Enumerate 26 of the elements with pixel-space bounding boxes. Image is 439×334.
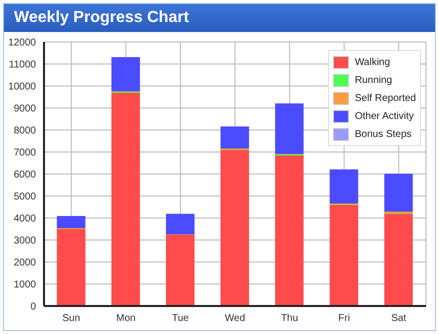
y-tick-label: 3000	[14, 236, 36, 247]
y-tick-label: 12000	[8, 38, 36, 49]
legend-label: Other Activity	[354, 110, 414, 122]
x-tick-label: Sat	[391, 313, 406, 324]
chart-title: Weekly Progress Chart	[4, 4, 435, 32]
y-tick-label: 4000	[14, 214, 36, 225]
y-tick-label: 0	[30, 302, 36, 313]
x-tick-label: Tue	[172, 313, 190, 324]
x-tick-label: Thu	[280, 313, 298, 324]
y-tick-label: 11000	[8, 60, 36, 71]
x-tick-label: Wed	[224, 313, 246, 324]
legend-label: Walking	[354, 56, 390, 68]
x-tick-label: Sun	[62, 313, 80, 324]
y-tick-label: 5000	[14, 192, 36, 203]
y-tick-label: 6000	[14, 170, 36, 181]
x-tick-label: Fri	[338, 313, 350, 324]
y-tick-label: 8000	[14, 126, 36, 137]
y-tick-label: 7000	[14, 148, 36, 159]
y-tick-label: 2000	[14, 258, 36, 269]
y-tick-label: 10000	[8, 82, 36, 93]
y-tick-label: 9000	[14, 104, 36, 115]
y-tick-label: 1000	[14, 280, 36, 291]
x-tick-label: Mon	[116, 313, 136, 324]
legend-label: Bonus Steps	[354, 128, 412, 140]
legend-label: Self Reported	[354, 92, 416, 104]
legend-label: Running	[354, 74, 392, 86]
